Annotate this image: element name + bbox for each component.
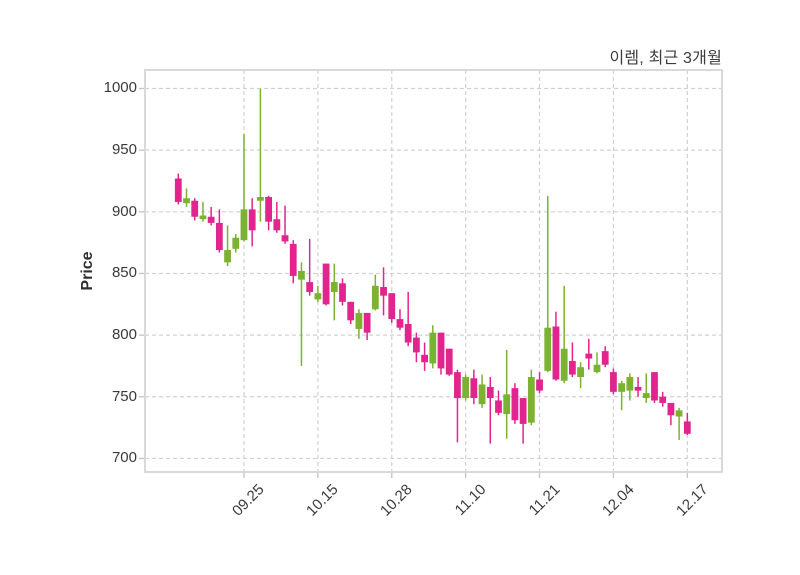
candle-body-up [527,377,535,423]
candle-body-down [248,209,256,231]
candle-body-up [330,282,338,292]
candle-body-down [511,388,519,421]
candle-body-up [642,393,650,399]
candle-body-down [174,178,182,202]
candle-body-down [388,293,396,320]
candle-body-down [454,372,461,399]
candle-body-down [347,301,355,321]
candle-body-down [437,332,445,369]
candle-body-up [240,209,248,241]
candle-body-up [618,383,626,392]
y-axis-label: Price [79,251,96,291]
y-tick-label: 850 [111,264,137,282]
candle-body-down [683,421,691,434]
candle-body-up [257,197,264,201]
candle-body-down [667,402,675,416]
chart-title: 이렘, 최근 3개월 [609,50,722,67]
candle-body-down [610,372,617,392]
candle-body-down [265,197,273,222]
candle-body-down [585,353,593,359]
candle-body-down [601,351,609,365]
y-tick-label: 750 [111,387,137,405]
candle-body-up [675,410,683,417]
candle-body-down [568,361,576,375]
candle-body-down [215,222,223,251]
candle-body-up [544,327,552,371]
y-tick-label: 800 [111,326,137,344]
y-tick-label: 1000 [103,79,137,97]
candle-body-up [298,271,305,280]
candle-body-up [371,285,379,310]
candle-body-up [560,348,568,381]
candle-body-down [322,263,330,305]
candle-body-down [289,243,297,276]
candle-body-up [429,332,437,364]
candle-body-up [577,367,584,378]
candle-body-up [183,198,190,204]
candle-body-up [478,384,486,405]
candle-body-down [470,378,478,399]
candle-body-down [339,283,346,302]
candle-body-down [651,372,658,401]
candle-body-up [314,293,322,300]
candle-body-down [421,354,428,363]
candle-body-up [355,312,363,329]
candle-body-down [207,216,215,223]
candle-body-up [232,237,240,249]
candle-body-up [626,377,634,391]
candle-body-down [412,337,420,353]
candle-body-down [519,398,527,424]
candle-body-down [634,386,642,391]
candle-body-down [404,324,412,343]
candle-body-down [495,400,502,413]
candle-body-down [659,396,667,403]
axes-frame [144,69,723,473]
candle-body-down [306,282,314,292]
y-tick-label: 700 [111,449,137,467]
y-tick-label: 950 [111,141,137,159]
candle-body-up [199,215,207,220]
y-tick-label: 900 [111,202,137,220]
candle-body-up [593,364,601,373]
candle-body-up [462,377,470,399]
candle-body-down [363,312,371,333]
candle-body-down [191,200,199,217]
candle-body-down [552,326,560,380]
candle-body-down [486,386,494,399]
candle-body-down [445,348,453,375]
candle-body-down [380,287,387,296]
candle-body-down [281,235,289,242]
candle-body-down [273,219,281,231]
candle-body-down [396,319,404,328]
candle-body-up [503,394,511,415]
candle-body-up [224,250,231,263]
candle-body-down [536,379,543,391]
